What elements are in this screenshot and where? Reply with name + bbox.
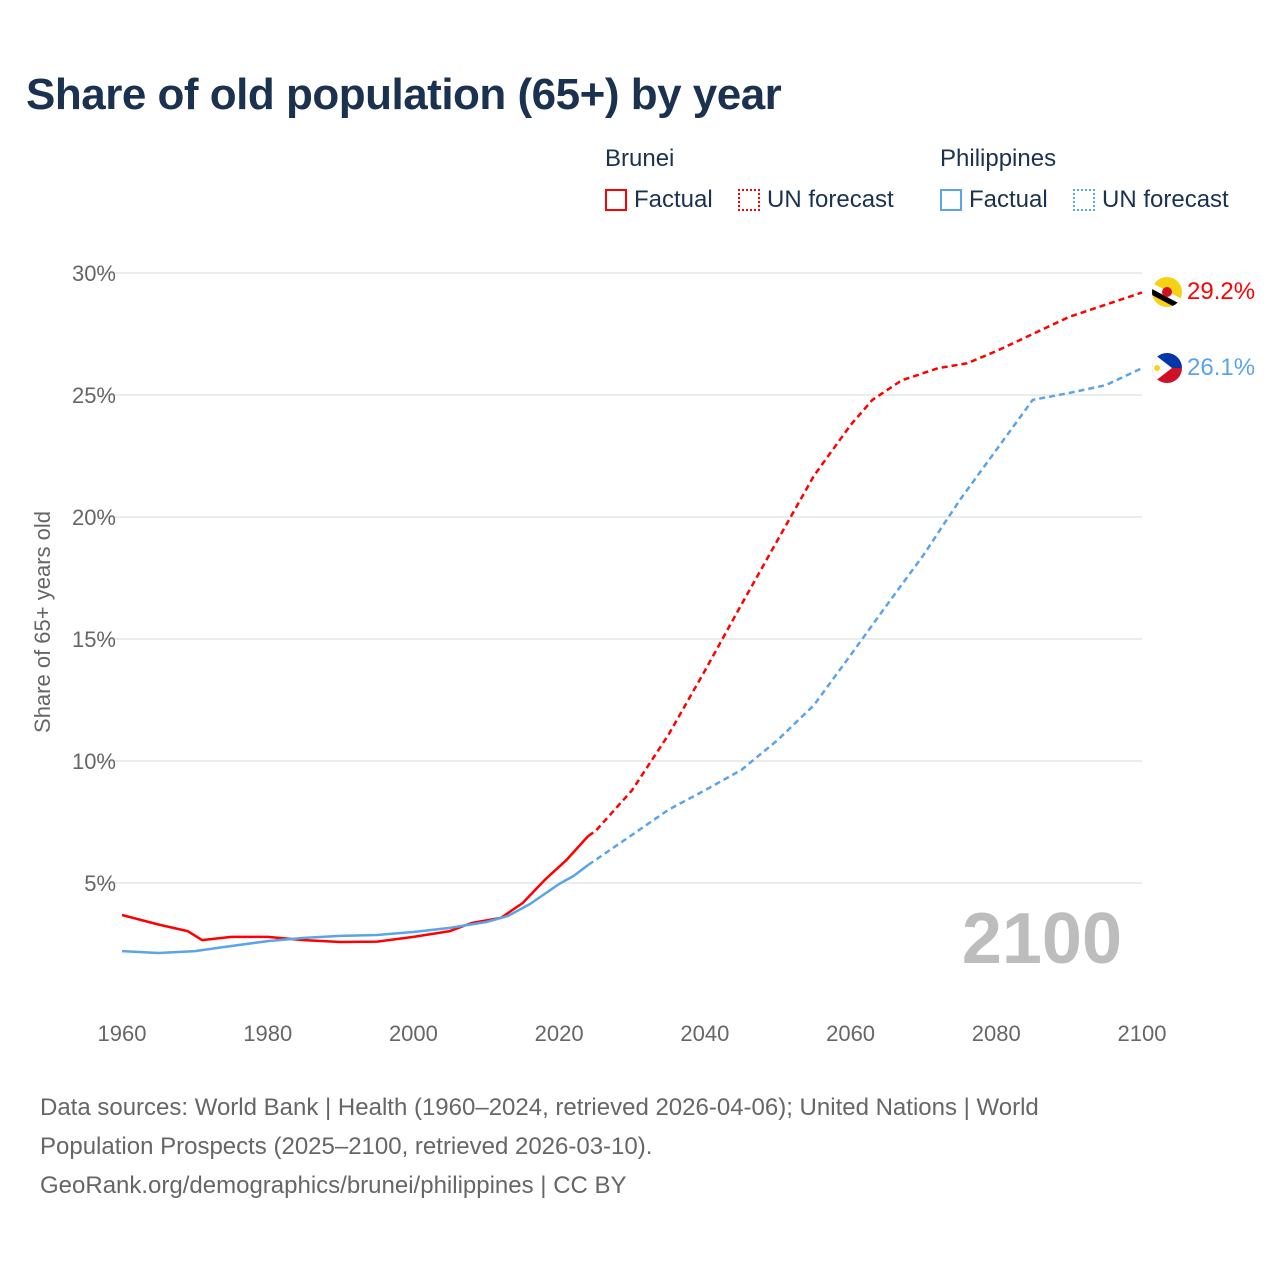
chart-title: Share of old population (65+) by year	[26, 70, 782, 119]
legend-philippines-forecast[interactable]: UN forecast	[1073, 186, 1229, 214]
footer-line: Data sources: World Bank | Health (1960–…	[40, 1094, 1039, 1121]
legend-label: UN forecast	[767, 186, 894, 213]
y-tick-label: 25%	[72, 383, 116, 408]
series-line	[121, 863, 590, 955]
x-tick-label: 1980	[243, 1021, 292, 1046]
y-tick-label: 15%	[72, 627, 116, 652]
legend-swatch-solid	[940, 189, 962, 211]
philippines-end-label: 26.1%	[1187, 354, 1255, 381]
y-tick-label: 30%	[72, 261, 116, 286]
philippines-flag-icon	[1152, 353, 1182, 383]
footer-sources: Data sources: World Bank | Health (1960–…	[40, 1088, 1240, 1205]
legend-swatch-dotted	[1073, 189, 1095, 211]
x-tick-label: 2020	[535, 1021, 584, 1046]
series-line	[121, 835, 590, 944]
legend-brunei-forecast[interactable]: UN forecast	[738, 186, 894, 214]
y-tick-label: 20%	[72, 505, 116, 530]
series-line	[587, 367, 1143, 866]
legend-group-brunei: Brunei	[605, 145, 675, 172]
x-tick-label: 1960	[98, 1021, 147, 1046]
brunei-flag-icon	[1152, 277, 1182, 307]
year-watermark: 2100	[962, 899, 1122, 979]
legend-label: Factual	[634, 186, 713, 213]
legend-label: Factual	[969, 186, 1048, 213]
legend-philippines-factual[interactable]: Factual	[940, 186, 1048, 214]
x-tick-label: 2000	[389, 1021, 438, 1046]
x-tick-label: 2040	[680, 1021, 729, 1046]
brunei-end-label: 29.2%	[1187, 278, 1255, 305]
legend-brunei-factual[interactable]: Factual	[605, 186, 713, 214]
legend-group-philippines: Philippines	[940, 145, 1057, 172]
legend-label: UN forecast	[1102, 186, 1229, 213]
legend-swatch-dotted	[738, 189, 760, 211]
y-tick-label: 10%	[72, 749, 116, 774]
footer-line: Population Prospects (2025–2100, retriev…	[40, 1133, 653, 1160]
x-tick-label: 2060	[826, 1021, 875, 1046]
legend-swatch-solid	[605, 189, 627, 211]
footer-line[interactable]: GeoRank.org/demographics/brunei/philippi…	[40, 1172, 627, 1199]
x-tick-label: 2100	[1118, 1021, 1167, 1046]
y-tick-label: 5%	[84, 871, 116, 896]
series-line	[587, 291, 1143, 837]
line-chart: 5% 10% 15% 20% 25% 30% 1960 1980 2000 2020 2040 206…	[30, 261, 1255, 1046]
x-tick-label: 2080	[972, 1021, 1021, 1046]
y-axis-label: Share of 65+ years old	[30, 511, 55, 733]
